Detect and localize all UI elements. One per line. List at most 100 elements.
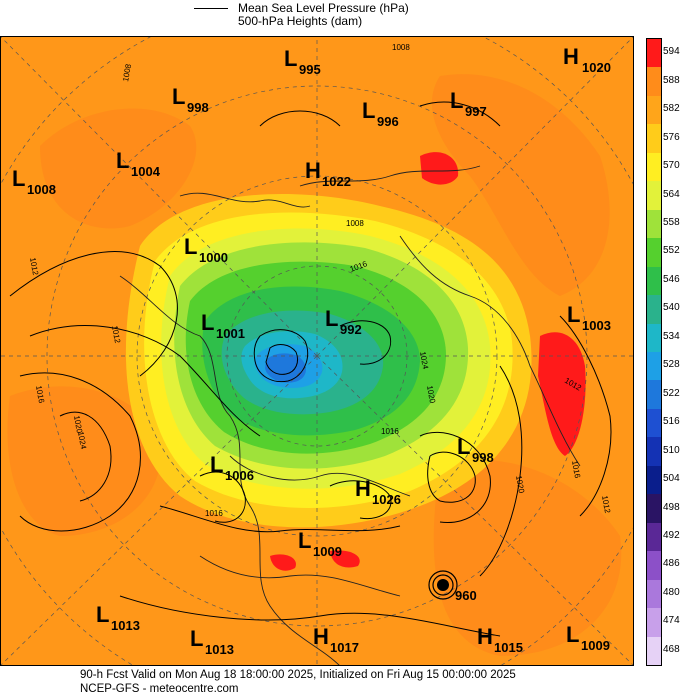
height-zone-588-sw	[7, 386, 162, 536]
svg-text:H: H	[305, 158, 321, 183]
pressure-system: H 1026	[355, 476, 401, 507]
isobar-label: 1012	[110, 325, 122, 345]
pressure-system: L 960	[443, 588, 477, 603]
svg-text:H: H	[355, 476, 371, 501]
pressure-system: L 1006	[210, 452, 254, 483]
svg-text:L: L	[116, 148, 129, 173]
svg-text:L: L	[298, 528, 311, 553]
svg-text:998: 998	[472, 450, 494, 465]
isobars	[9, 101, 612, 637]
colorbar-cell	[647, 295, 661, 325]
colorbar-tick-label: 546	[663, 273, 680, 285]
pressure-system: L 1013	[96, 602, 140, 633]
colorbar-tick-label: 522	[663, 387, 680, 399]
isobar-label: 1024	[76, 431, 88, 451]
isobar-legend-line	[194, 8, 228, 9]
colorbar-tick-label: 498	[663, 501, 680, 513]
svg-text:L: L	[450, 88, 463, 113]
isobar-label: 1016	[570, 460, 582, 480]
svg-text:L: L	[210, 452, 223, 477]
colorbar-cell	[647, 209, 661, 239]
svg-text:L: L	[201, 310, 214, 335]
pressure-system: L 1004	[116, 148, 161, 179]
colorbar-cell	[647, 352, 661, 381]
pressure-system: H 1017	[313, 624, 359, 655]
colorbar-tick-label: 486	[663, 558, 680, 570]
map-footer: 90-h Fcst Valid on Mon Aug 18 18:00:00 2…	[80, 668, 516, 696]
svg-text:L: L	[190, 626, 203, 651]
svg-text:1015: 1015	[494, 640, 523, 655]
colorbar-tick-label: 564	[663, 188, 680, 200]
isobar-label: 1016	[205, 509, 223, 518]
colorbar-cell	[647, 152, 661, 182]
svg-text:H: H	[563, 44, 579, 69]
coastlines	[119, 165, 581, 666]
svg-text:L: L	[457, 434, 470, 459]
isobar-value-labels: 1008 1008 1008 1012 1016 1020 1024 1024 …	[28, 43, 612, 518]
colorbar-cell	[647, 39, 661, 68]
svg-text:1009: 1009	[313, 544, 342, 559]
colorbar-cell	[647, 181, 661, 211]
isobar-label: 1016	[381, 427, 399, 436]
colorbar-tick-label: 492	[663, 529, 680, 541]
colorbar-tick-label: 552	[663, 245, 680, 257]
height-zone-594-south2	[330, 550, 360, 568]
svg-text:995: 995	[299, 62, 321, 77]
svg-text:L: L	[284, 46, 297, 71]
colorbar-cell	[647, 266, 661, 296]
svg-text:1013: 1013	[111, 618, 140, 633]
isobar-label: 1008	[346, 219, 364, 228]
isobar-label: 1020	[425, 385, 437, 405]
colorbar-tick-label: 468	[663, 643, 680, 655]
colorbar-tick-label: 480	[663, 586, 680, 598]
colorbar-tick-label: 582	[663, 103, 680, 115]
svg-text:1009: 1009	[581, 638, 610, 653]
svg-text:L: L	[567, 302, 580, 327]
svg-text:H: H	[477, 624, 493, 649]
isobar-label: 1012	[600, 495, 612, 515]
svg-text:L: L	[566, 622, 579, 647]
pressure-system: L 1003	[567, 302, 611, 333]
pressure-system: L 996	[362, 98, 399, 129]
height-zone-522	[265, 353, 306, 383]
pressure-system: L 1008	[12, 166, 56, 197]
svg-text:L: L	[325, 306, 338, 331]
isobar-label: 1016	[34, 385, 46, 405]
svg-text:L: L	[443, 588, 444, 590]
colorbar-cell	[647, 408, 661, 438]
svg-text:997: 997	[465, 104, 487, 119]
pressure-system: H 1022	[305, 158, 351, 189]
pressure-system: L 998	[457, 434, 494, 465]
svg-text:H: H	[313, 624, 329, 649]
pressure-system: L 1000	[184, 234, 228, 265]
colorbar-cell	[647, 67, 661, 97]
isobar-label: 1012	[28, 257, 40, 277]
colorbar-tick-label: 516	[663, 416, 680, 428]
svg-text:1022: 1022	[322, 174, 351, 189]
svg-text:1001: 1001	[216, 326, 245, 341]
height-zone-588-east	[431, 74, 610, 296]
map-legend: Mean Sea Level Pressure (hPa) 500-hPa He…	[190, 0, 490, 30]
pressure-system: H 1015	[477, 624, 523, 655]
pressure-system: L 995	[284, 46, 321, 77]
svg-text:1020: 1020	[582, 60, 611, 75]
isobar-label: 1024	[418, 351, 430, 371]
pressure-system: L 1009	[298, 528, 342, 559]
svg-text:L: L	[12, 166, 25, 191]
isobar-label: 1008	[121, 63, 133, 83]
colorbar-cell	[647, 124, 661, 154]
height-zone-594-east	[538, 332, 586, 456]
svg-text:996: 996	[377, 114, 399, 129]
svg-text:992: 992	[340, 322, 362, 337]
svg-text:L: L	[184, 234, 197, 259]
forecast-map: 1008 1008 1008 1012 1016 1020 1024 1024 …	[0, 36, 634, 666]
pressure-system: L 998	[172, 84, 209, 115]
isobar-label: 1008	[392, 43, 410, 52]
svg-text:1013: 1013	[205, 642, 234, 657]
legend-heights-label: 500-hPa Heights (dam)	[238, 14, 363, 28]
svg-text:1004: 1004	[131, 164, 161, 179]
pressure-system: L 992	[325, 306, 362, 337]
height-colorbar	[646, 38, 662, 666]
pressure-system: L 1001	[201, 310, 245, 341]
pressure-system: H 1020	[563, 44, 611, 75]
